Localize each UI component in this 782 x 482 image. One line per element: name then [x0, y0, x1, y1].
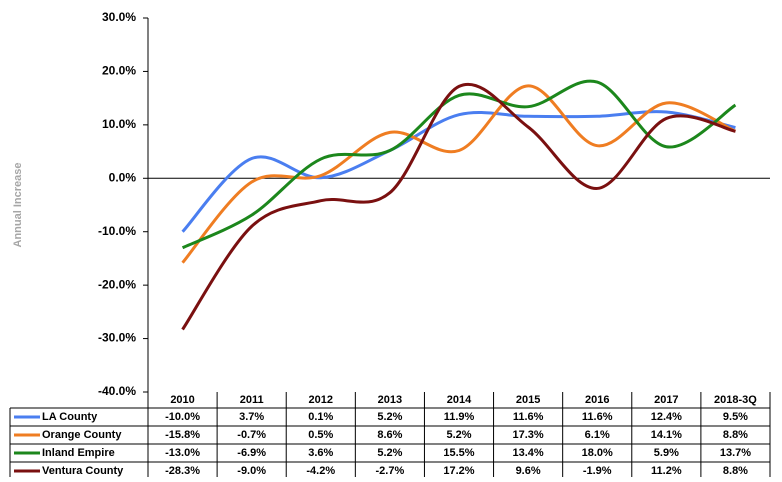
- table-value: 17.3%: [513, 429, 544, 441]
- table-value: -15.8%: [165, 429, 200, 441]
- table-value: -0.7%: [237, 429, 266, 441]
- table-value: -9.0%: [237, 465, 266, 477]
- y-tick-label: 20.0%: [102, 64, 136, 78]
- x-tick-label: 2010: [170, 394, 194, 406]
- x-tick-label: 2012: [309, 394, 333, 406]
- table-value: -6.9%: [237, 447, 266, 459]
- table-value: 13.7%: [720, 447, 751, 459]
- y-tick-label: -30.0%: [98, 331, 136, 345]
- x-tick-label: 2014: [447, 394, 472, 406]
- table-value: 11.9%: [444, 411, 475, 423]
- table-value: 6.1%: [585, 429, 610, 441]
- table-value: 17.2%: [443, 465, 474, 477]
- legend-label: Orange County: [42, 429, 122, 441]
- series-line: [181, 82, 736, 331]
- series-line: [181, 110, 736, 233]
- table-value: 11.6%: [582, 411, 613, 423]
- table-value: 5.2%: [377, 411, 402, 423]
- table-value: 5.2%: [377, 447, 402, 459]
- y-axis-label: Annual Increase: [12, 163, 24, 248]
- y-tick-label: -20.0%: [98, 277, 136, 291]
- table-value: 8.8%: [723, 429, 748, 441]
- table-value: 15.5%: [443, 447, 474, 459]
- table-value: 18.0%: [582, 447, 613, 459]
- x-tick-label: 2011: [240, 394, 264, 406]
- series-line: [181, 79, 737, 250]
- table-value: 8.8%: [723, 465, 748, 477]
- table-value: 13.4%: [513, 447, 544, 459]
- table-value: 3.7%: [239, 411, 264, 423]
- table-value: 12.4%: [651, 411, 682, 423]
- y-tick-label: 30.0%: [102, 10, 136, 24]
- table-value: 8.6%: [377, 429, 402, 441]
- table-value: -13.0%: [165, 447, 200, 459]
- legend-label: LA County: [42, 411, 98, 423]
- legend-label: Inland Empire: [42, 447, 115, 459]
- y-tick-label: -40.0%: [98, 384, 136, 398]
- x-tick-label: 2015: [516, 394, 540, 406]
- table-value: 0.1%: [308, 411, 333, 423]
- y-tick-label: 0.0%: [109, 170, 137, 184]
- table-value: -10.0%: [165, 411, 200, 423]
- table-value: -28.3%: [165, 465, 200, 477]
- x-tick-label: 2017: [654, 394, 678, 406]
- table-value: 9.6%: [516, 465, 541, 477]
- table-value: 14.1%: [651, 429, 682, 441]
- legend-label: Ventura County: [42, 465, 124, 477]
- x-tick-label: 2018-3Q: [714, 394, 757, 406]
- table-value: 11.6%: [513, 411, 544, 423]
- x-tick-label: 2013: [378, 394, 402, 406]
- table-value: -1.9%: [583, 465, 612, 477]
- table-value: 5.2%: [446, 429, 471, 441]
- table-value: -2.7%: [376, 465, 405, 477]
- x-tick-label: 2016: [585, 394, 609, 406]
- y-tick-label: -10.0%: [98, 224, 136, 238]
- table-value: 3.6%: [308, 447, 333, 459]
- y-tick-label: 10.0%: [102, 117, 136, 131]
- table-value: 11.2%: [651, 465, 682, 477]
- table-value: 5.9%: [654, 447, 679, 459]
- table-value: 0.5%: [308, 429, 333, 441]
- table-value: 9.5%: [723, 411, 748, 423]
- table-value: -4.2%: [306, 465, 335, 477]
